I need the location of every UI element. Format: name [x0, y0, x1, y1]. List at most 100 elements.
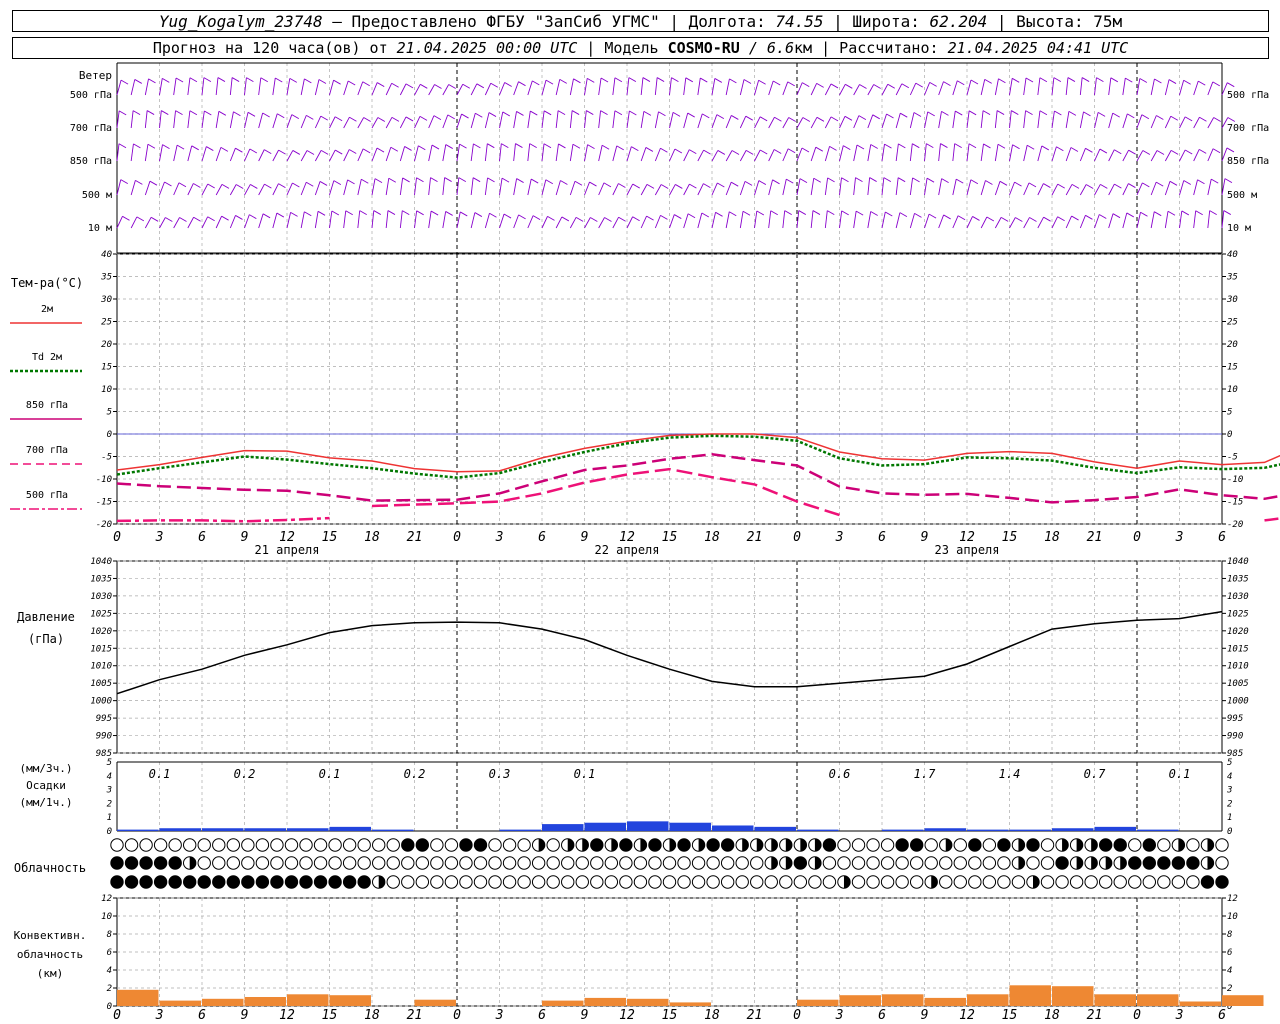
wind-barb-flag — [490, 82, 498, 88]
wind-barb-flag — [1142, 182, 1150, 188]
wind-barb — [555, 79, 561, 96]
cloud-symbol — [561, 856, 575, 870]
wind-barb — [867, 211, 872, 229]
wind-barb — [725, 211, 730, 229]
press-ytick-label-left: 1015 — [90, 644, 112, 654]
wind-barb-flag — [943, 214, 951, 220]
wind-barb-flag — [319, 181, 328, 186]
wind-barb — [612, 77, 616, 96]
cloud-symbol — [430, 856, 444, 870]
wind-barb — [1037, 77, 1041, 96]
cloud-symbol — [677, 875, 691, 889]
conv-bar — [584, 997, 626, 1006]
wind-barb — [399, 210, 403, 229]
wind-barb — [527, 178, 532, 196]
wind-barb-flag — [276, 212, 285, 218]
temp-xtick-label: 3 — [835, 530, 844, 545]
wind-barb — [1023, 217, 1030, 229]
wind-barb-flag — [1198, 149, 1207, 154]
temp-xtick-label: 21 — [1087, 530, 1103, 545]
cloud-symbol — [488, 856, 502, 870]
wind-barb — [1094, 77, 1097, 96]
wind-barb — [881, 144, 885, 162]
cloud-symbol — [968, 875, 982, 889]
conv-title-c: (км) — [37, 967, 64, 980]
wind-barb-flag — [1057, 216, 1065, 222]
wind-barb — [612, 183, 619, 196]
conv-bar — [1094, 994, 1136, 1006]
wind-barb — [414, 177, 417, 196]
wind-barb — [456, 177, 460, 196]
wind-barb — [612, 145, 618, 162]
wind-barb — [980, 143, 984, 162]
conv-xtick-label: 15 — [1002, 1008, 1018, 1023]
wind-barb-flag — [1068, 110, 1077, 116]
wind-barb — [966, 216, 973, 229]
cloud-symbol-half — [189, 856, 196, 870]
wind-barb — [1164, 116, 1172, 129]
wind-barb — [300, 182, 307, 196]
wind-barb — [244, 184, 251, 196]
cloud-symbol-half — [742, 838, 749, 852]
wind-barb — [796, 147, 803, 162]
wind-barb-flag — [1083, 111, 1091, 117]
conv-xtick-label: 12 — [619, 1008, 635, 1023]
cloud-symbol — [1128, 875, 1142, 889]
wind-barb-flag — [306, 181, 314, 187]
wind-barb-flag — [658, 111, 666, 117]
wind-barb-flag — [474, 212, 483, 217]
wind-barb-flag — [306, 114, 314, 120]
cloud-symbol — [633, 856, 648, 870]
wind-barb — [1122, 183, 1129, 196]
wind-barb-flag — [207, 216, 215, 222]
cloud-symbol — [880, 838, 895, 852]
wind-barb — [683, 183, 690, 196]
wind-barb-flag — [1081, 77, 1090, 82]
wind-barb — [272, 113, 278, 129]
cloud-symbol — [182, 875, 197, 889]
cloud-symbol-half — [1091, 856, 1098, 870]
wind-barb-flag — [955, 110, 963, 116]
cloud-symbol — [822, 856, 837, 870]
temp-xtick-label: 12 — [279, 530, 295, 545]
wind-barb-flag — [689, 183, 697, 189]
wind-barb — [640, 111, 645, 129]
conv-xtick-label: 18 — [704, 1008, 720, 1023]
wind-barb-flag — [873, 84, 881, 89]
cloud-symbol — [1098, 875, 1113, 889]
wind-barb-flag — [1155, 181, 1164, 187]
wind-barb — [584, 181, 590, 196]
conv-ytick-label-right: 2 — [1227, 984, 1232, 994]
precip-value-label: 0.1 — [149, 767, 171, 781]
cloud-symbol — [139, 856, 153, 870]
wind-barb — [173, 182, 180, 196]
wind-barb — [300, 115, 307, 129]
wind-title: Ветер — [79, 69, 112, 82]
wind-level-label-left: 850 гПа — [70, 156, 112, 167]
wind-barb-flag — [912, 143, 920, 149]
wind-barb — [541, 179, 547, 196]
wind-barb-flag — [869, 177, 877, 182]
wind-barb-flag — [957, 80, 965, 86]
cloud-symbol — [299, 838, 313, 852]
conv-ytick-label-right: 4 — [1227, 966, 1232, 976]
wind-barb — [584, 78, 588, 96]
precip-bar — [159, 828, 201, 831]
wind-barb-flag — [1112, 112, 1120, 118]
wind-barb — [229, 148, 236, 162]
press-ytick-label-right: 995 — [1227, 714, 1243, 724]
cloud-symbol — [168, 856, 182, 870]
wind-barb-flag — [1227, 82, 1235, 88]
press-ytick-label-right: 1015 — [1227, 644, 1249, 654]
wind-barb-flag — [418, 145, 426, 151]
wind-barb-flag — [545, 79, 554, 85]
wind-barb — [569, 78, 574, 96]
wind-barb-flag — [333, 180, 342, 186]
wind-barb-flag — [759, 149, 768, 155]
wind-barb — [1108, 183, 1115, 196]
wind-barb — [258, 149, 265, 162]
wind-barb-flag — [447, 114, 455, 120]
wind-barb — [144, 78, 149, 96]
wind-barb-flag — [600, 77, 609, 83]
cloud-symbol — [1084, 875, 1098, 889]
